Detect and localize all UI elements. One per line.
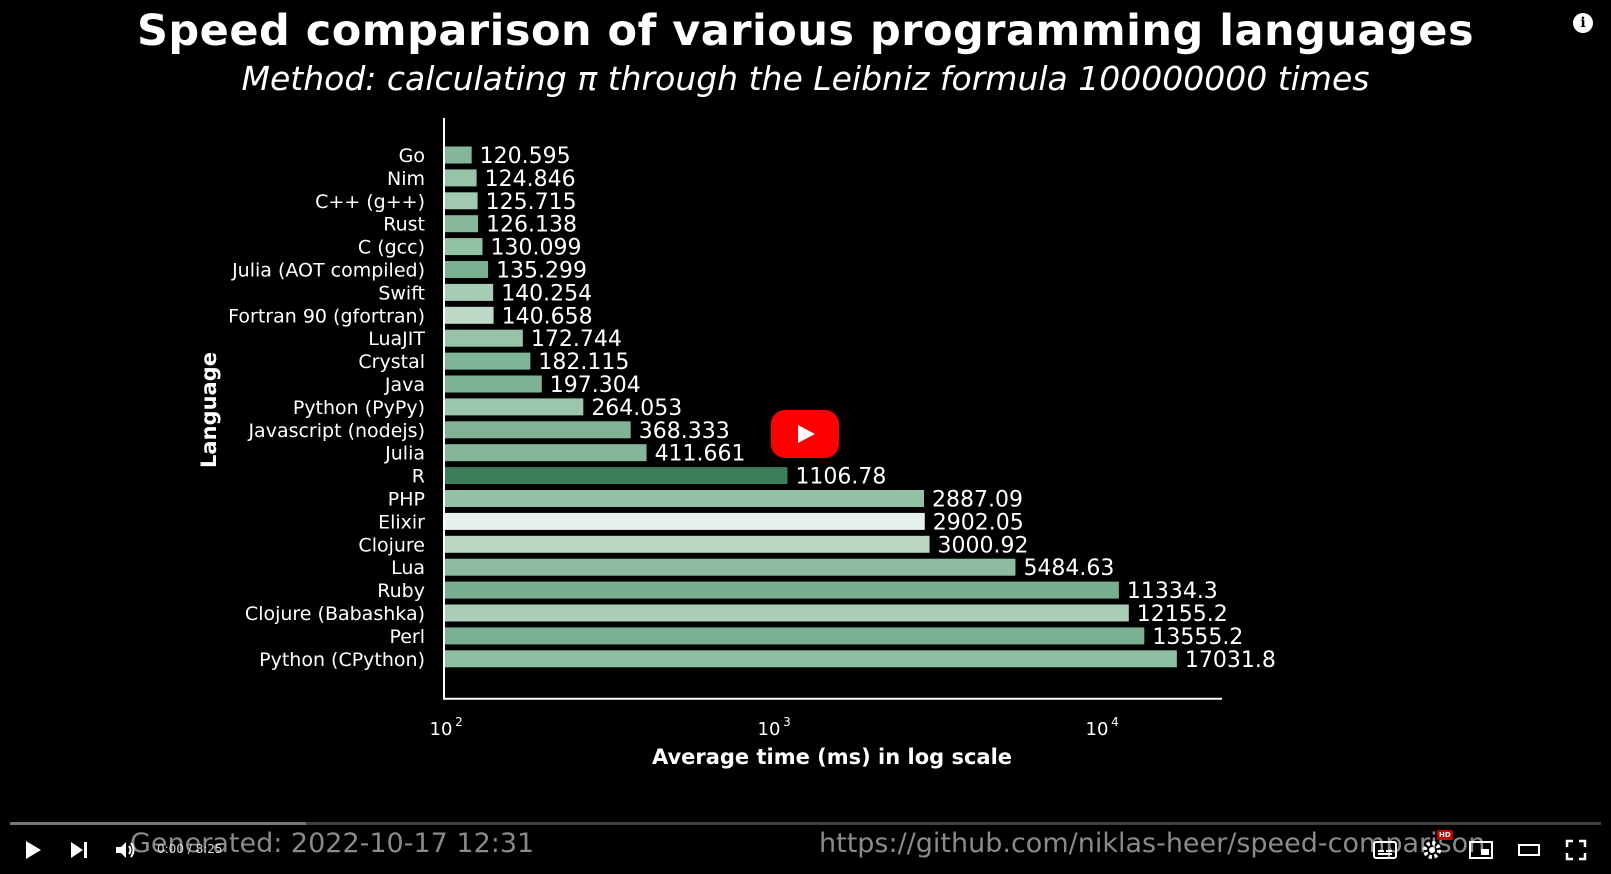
x-tick-label-0: 10 [430,719,453,740]
bar-16 [445,512,925,530]
bar-4 [445,238,483,256]
value-label-8: 172.744 [531,327,622,352]
y-tick-label-0: Go [399,145,425,167]
y-tick-label-7: Fortran 90 (gfortran) [228,305,425,327]
progress-loaded [10,822,306,825]
value-label-21: 13555.2 [1152,625,1243,650]
y-tick-label-8: LuaJIT [368,328,425,350]
y-tick-label-1: Nim [387,168,425,190]
bar-3 [445,215,479,233]
y-tick-label-21: Perl [389,626,425,648]
play-icon[interactable] [20,838,44,862]
bar-20 [445,604,1129,622]
value-label-2: 125.715 [486,190,577,215]
progress-bar[interactable] [10,822,1601,825]
value-label-17: 3000.92 [938,533,1029,558]
subtitles-icon[interactable] [1372,838,1398,862]
value-label-7: 140.658 [502,304,593,329]
value-label-14: 1106.78 [795,465,886,490]
y-tick-label-10: Java [384,374,425,396]
y-tick-label-12: Javascript (nodejs) [247,420,425,442]
x-tick-label-1: 10 [758,719,781,740]
theater-icon[interactable] [1517,838,1541,862]
y-tick-label-18: Lua [391,557,425,579]
fullscreen-icon[interactable] [1564,838,1588,862]
bar-10 [445,375,542,393]
bar-6 [445,283,494,301]
y-tick-label-19: Ruby [377,580,425,602]
value-label-15: 2887.09 [932,488,1023,513]
hd-badge: HD [1437,830,1453,840]
value-label-16: 2902.05 [933,510,1024,535]
youtube-play-icon[interactable] [771,410,839,458]
value-label-0: 120.595 [480,144,571,169]
y-tick-label-14: R [412,466,425,488]
y-tick-label-9: Crystal [358,351,425,373]
value-label-18: 5484.63 [1023,556,1114,581]
bar-9 [445,352,531,370]
settings-icon[interactable] [1420,838,1444,862]
y-tick-label-17: Clojure [358,534,425,556]
y-tick-label-13: Julia [384,443,425,465]
y-tick-label-15: PHP [388,489,425,511]
bar-14 [445,467,788,485]
value-label-5: 135.299 [496,259,587,284]
bar-17 [445,535,930,553]
y-tick-label-5: Julia (AOT compiled) [231,260,425,282]
chart-subtitle: Method: calculating π through the Leibni… [241,59,1370,98]
bar-7 [445,306,494,324]
y-tick-label-6: Swift [378,282,425,304]
value-label-13: 411.661 [655,442,746,467]
value-label-6: 140.254 [501,281,592,306]
y-tick-label-11: Python (PyPy) [293,397,425,419]
value-label-9: 182.115 [538,350,629,375]
value-label-20: 12155.2 [1137,602,1228,627]
y-tick-label-2: C++ (g++) [315,191,425,213]
value-label-12: 368.333 [639,419,730,444]
y-tick-label-3: Rust [383,214,425,236]
bar-11 [445,398,584,416]
y-tick-label-16: Elixir [378,511,425,533]
generated-timestamp: Generated: 2022-10-17 12:31 [130,828,535,859]
bar-5 [445,261,489,278]
miniplayer-icon[interactable] [1468,838,1494,862]
value-label-11: 264.053 [591,396,682,421]
x-tick-exponent-0: 2 [455,715,463,729]
bar-1 [445,169,477,187]
info-icon[interactable]: i [1573,13,1593,33]
bar-19 [445,581,1119,599]
y-tick-label-4: C (gcc) [358,237,425,259]
y-tick-label-20: Clojure (Babashka) [245,603,425,625]
bar-8 [445,329,523,347]
y-axis-label: Language [197,352,221,468]
value-label-1: 124.846 [485,167,576,192]
bar-0 [445,146,472,164]
x-tick-exponent-1: 3 [783,715,791,729]
value-label-19: 11334.3 [1127,579,1218,604]
chart-title: Speed comparison of various programming … [136,6,1475,56]
bar-21 [445,627,1145,645]
x-tick-exponent-2: 4 [1111,715,1119,729]
bar-13 [445,444,647,462]
bar-2 [445,192,478,210]
value-label-22: 17031.8 [1185,648,1276,673]
value-label-3: 126.138 [486,213,577,238]
bar-18 [445,558,1016,576]
bar-12 [445,421,631,439]
value-label-4: 130.099 [490,236,581,261]
value-label-10: 197.304 [550,373,641,398]
x-tick-label-2: 10 [1086,719,1109,740]
bar-15 [445,490,925,507]
bar-22 [445,650,1177,668]
x-axis-label: Average time (ms) in log scale [652,745,1012,769]
y-tick-label-22: Python (CPython) [259,649,425,671]
time-display: 0:00 / 8:25 [157,842,223,856]
next-icon[interactable] [67,838,91,862]
volume-icon[interactable] [113,838,137,862]
